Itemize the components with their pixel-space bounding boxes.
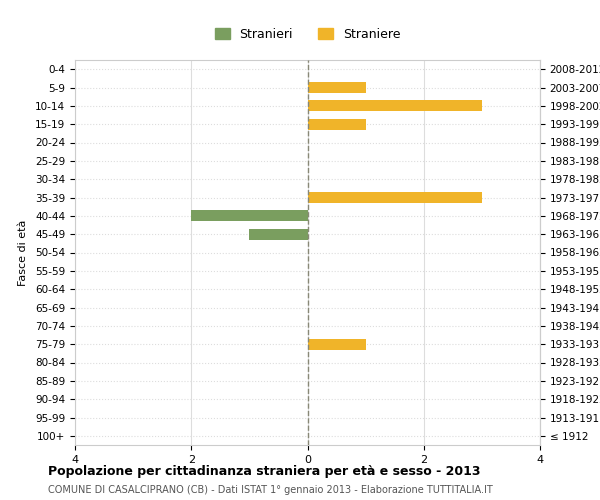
- Legend: Stranieri, Straniere: Stranieri, Straniere: [211, 24, 404, 44]
- Text: Popolazione per cittadinanza straniera per età e sesso - 2013: Popolazione per cittadinanza straniera p…: [48, 465, 481, 478]
- Text: COMUNE DI CASALCIPRANO (CB) - Dati ISTAT 1° gennaio 2013 - Elaborazione TUTTITAL: COMUNE DI CASALCIPRANO (CB) - Dati ISTAT…: [48, 485, 493, 495]
- Bar: [308, 192, 482, 203]
- Bar: [308, 82, 365, 93]
- Y-axis label: Fasce di età: Fasce di età: [18, 220, 28, 286]
- Bar: [250, 228, 308, 239]
- Bar: [308, 100, 482, 112]
- Bar: [191, 210, 308, 222]
- Bar: [308, 338, 365, 349]
- Bar: [308, 118, 365, 130]
